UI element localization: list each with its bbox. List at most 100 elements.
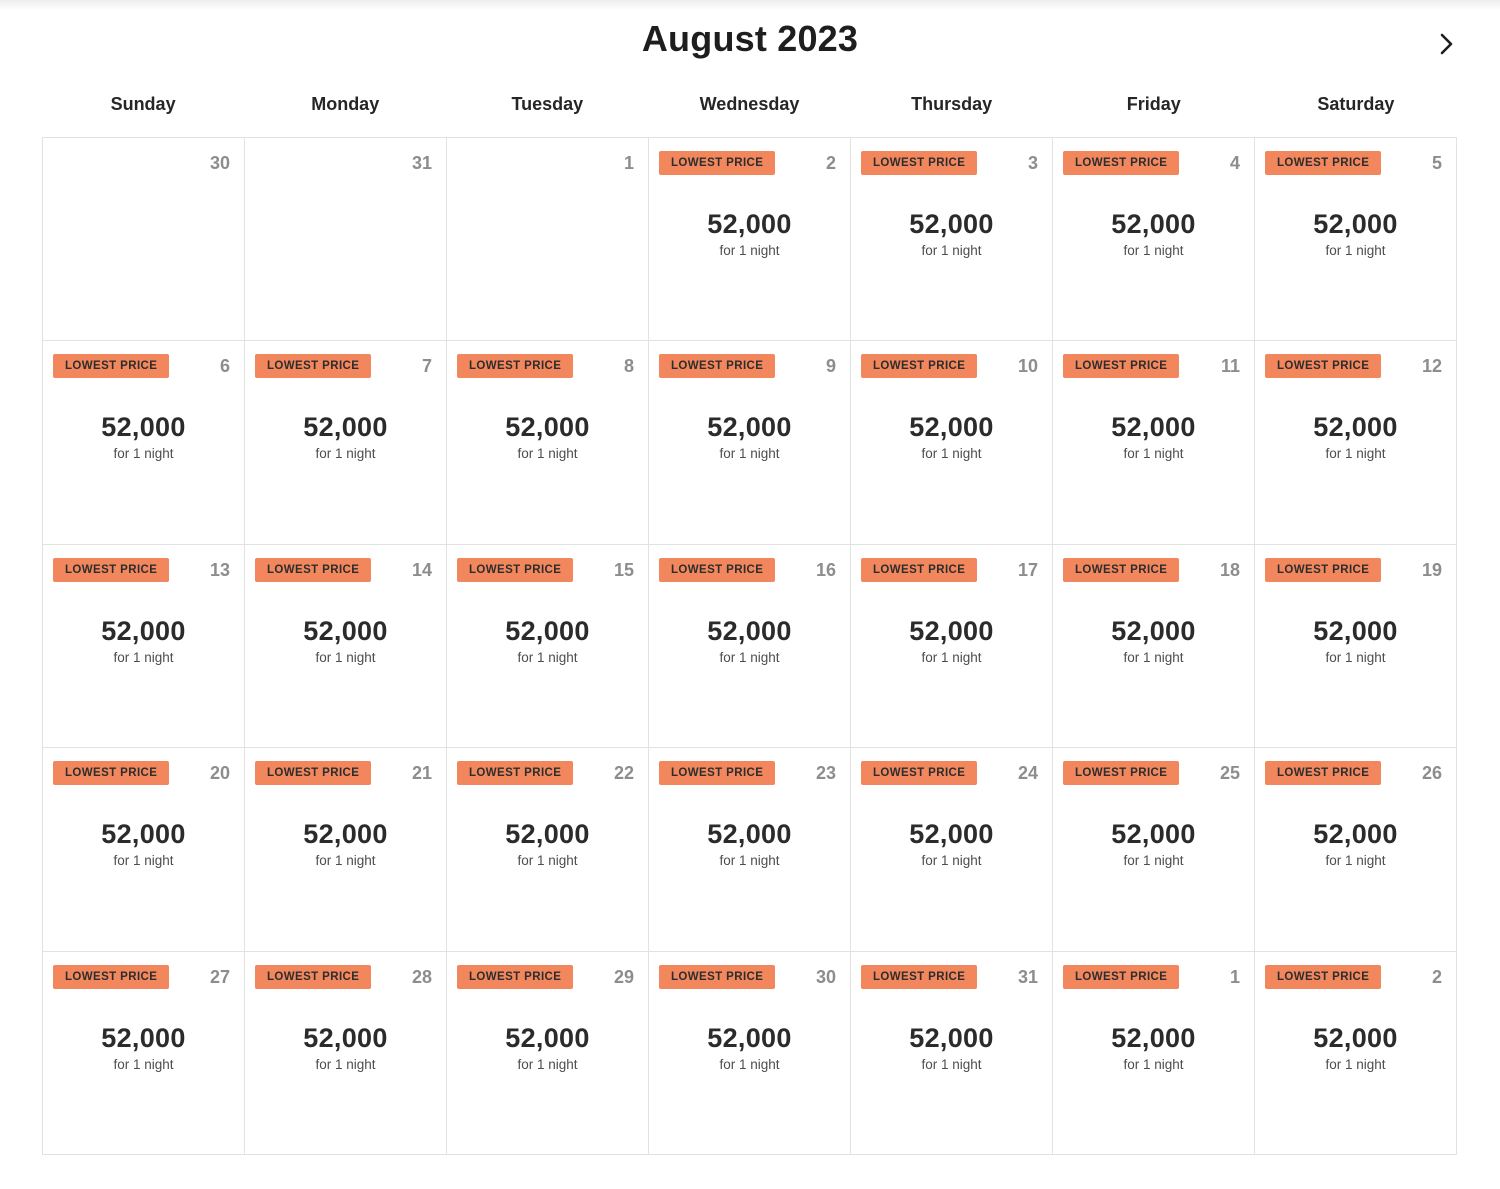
day-number: 30 bbox=[815, 966, 836, 987]
price-amount: 52,000 bbox=[909, 1022, 994, 1053]
cell-top-row: LOWEST PRICE 26 bbox=[1255, 748, 1456, 786]
calendar-day-cell[interactable]: LOWEST PRICE 27 52,000 for 1 night bbox=[43, 951, 245, 1155]
cell-top-row: LOWEST PRICE 7 bbox=[245, 341, 446, 379]
calendar-day-cell[interactable]: LOWEST PRICE 11 52,000 for 1 night bbox=[1053, 341, 1255, 545]
lowest-price-badge: LOWEST PRICE bbox=[53, 354, 170, 379]
day-number: 2 bbox=[1431, 966, 1442, 987]
calendar-day-cell[interactable]: LOWEST PRICE 22 52,000 for 1 night bbox=[447, 748, 649, 952]
price-amount: 52,000 bbox=[303, 819, 388, 850]
calendar-day-cell[interactable]: LOWEST PRICE 24 52,000 for 1 night bbox=[851, 748, 1053, 952]
price-block: 52,000 for 1 night bbox=[245, 819, 446, 868]
calendar-day-cell[interactable]: LOWEST PRICE 8 52,000 for 1 night bbox=[447, 341, 649, 545]
day-number: 20 bbox=[209, 763, 230, 784]
calendar-day-cell[interactable]: LOWEST PRICE 19 52,000 for 1 night bbox=[1255, 544, 1457, 749]
price-block: 52,000 for 1 night bbox=[851, 819, 1052, 868]
day-number: 29 bbox=[613, 966, 634, 987]
price-unit: for 1 night bbox=[315, 853, 376, 869]
price-unit: for 1 night bbox=[315, 446, 376, 462]
calendar-day-cell[interactable]: LOWEST PRICE 23 52,000 for 1 night bbox=[649, 748, 851, 952]
price-unit: for 1 night bbox=[113, 853, 174, 869]
price-block: 52,000 for 1 night bbox=[1255, 616, 1456, 665]
lowest-price-badge: LOWEST PRICE bbox=[1265, 151, 1382, 175]
calendar-day-cell[interactable]: LOWEST PRICE 20 52,000 for 1 night bbox=[43, 748, 245, 952]
calendar-day-cell[interactable]: LOWEST PRICE 30 52,000 for 1 night bbox=[649, 951, 851, 1155]
day-number: 16 bbox=[815, 559, 836, 580]
cell-top-row: LOWEST PRICE 12 bbox=[1255, 341, 1456, 379]
weekday-header-thursday: Thursday bbox=[911, 94, 993, 114]
calendar-day-cell[interactable]: LOWEST PRICE 7 52,000 for 1 night bbox=[245, 341, 447, 545]
calendar-day-cell[interactable]: LOWEST PRICE 2 52,000 for 1 night bbox=[1255, 951, 1457, 1155]
calendar-day-cell[interactable]: LOWEST PRICE 13 52,000 for 1 night bbox=[43, 544, 245, 749]
price-block: 52,000 for 1 night bbox=[447, 1023, 648, 1072]
price-unit: for 1 night bbox=[113, 649, 174, 665]
price-block: 52,000 for 1 night bbox=[1053, 209, 1254, 258]
cell-top-row: LOWEST PRICE 6 bbox=[43, 341, 244, 379]
day-number: 25 bbox=[1219, 763, 1240, 784]
calendar-day-cell[interactable]: LOWEST PRICE 28 52,000 for 1 night bbox=[245, 951, 447, 1155]
price-block: 52,000 for 1 night bbox=[447, 412, 648, 461]
price-unit: for 1 night bbox=[517, 649, 578, 665]
price-block: 52,000 for 1 night bbox=[851, 616, 1052, 665]
calendar-day-cell[interactable]: LOWEST PRICE 3 52,000 for 1 night bbox=[851, 138, 1053, 342]
calendar-day-cell[interactable]: LOWEST PRICE 25 52,000 for 1 night bbox=[1053, 748, 1255, 952]
calendar-day-cell[interactable]: LOWEST PRICE 9 52,000 for 1 night bbox=[649, 341, 851, 545]
cell-top-row: LOWEST PRICE 17 bbox=[851, 545, 1052, 583]
day-number: 23 bbox=[815, 763, 836, 784]
price-amount: 52,000 bbox=[303, 1022, 388, 1053]
cell-top-row: LOWEST PRICE 28 bbox=[245, 952, 446, 990]
weekday-header-wednesday: Wednesday bbox=[699, 94, 800, 114]
cell-top-row: LOWEST PRICE 16 bbox=[649, 545, 850, 583]
price-block: 52,000 for 1 night bbox=[851, 209, 1052, 258]
price-amount: 52,000 bbox=[1313, 819, 1398, 850]
calendar-day-cell[interactable]: LOWEST PRICE 5 52,000 for 1 night bbox=[1255, 138, 1457, 342]
next-month-button[interactable] bbox=[1426, 24, 1466, 64]
calendar-day-cell[interactable]: LOWEST PRICE 2 52,000 for 1 night bbox=[649, 138, 851, 342]
calendar-day-cell[interactable]: LOWEST PRICE 16 52,000 for 1 night bbox=[649, 544, 851, 749]
lowest-price-badge: LOWEST PRICE bbox=[1063, 964, 1180, 989]
calendar-header: August 2023 bbox=[0, 0, 1500, 90]
price-unit: for 1 night bbox=[1123, 853, 1184, 869]
calendar-day-cell[interactable]: LOWEST PRICE 14 52,000 for 1 night bbox=[245, 544, 447, 749]
price-amount: 52,000 bbox=[909, 412, 994, 443]
calendar-day-cell[interactable]: LOWEST PRICE 1 52,000 for 1 night bbox=[1053, 951, 1255, 1155]
day-number: 28 bbox=[411, 966, 432, 987]
price-block: 52,000 for 1 night bbox=[447, 819, 648, 868]
price-block: 52,000 for 1 night bbox=[851, 1023, 1052, 1072]
day-number: 1 bbox=[1229, 966, 1240, 987]
lowest-price-badge: LOWEST PRICE bbox=[457, 964, 574, 989]
price-block: 52,000 for 1 night bbox=[649, 1023, 850, 1072]
day-number: 21 bbox=[411, 763, 432, 784]
calendar-day-cell[interactable]: LOWEST PRICE 26 52,000 for 1 night bbox=[1255, 748, 1457, 952]
price-block: 52,000 for 1 night bbox=[851, 412, 1052, 461]
calendar-day-cell[interactable]: LOWEST PRICE 4 52,000 for 1 night bbox=[1053, 138, 1255, 342]
price-block: 52,000 for 1 night bbox=[649, 819, 850, 868]
day-number: 2 bbox=[825, 153, 836, 173]
price-amount: 52,000 bbox=[101, 1022, 186, 1053]
weekday-header-friday: Friday bbox=[1126, 94, 1181, 114]
price-unit: for 1 night bbox=[1123, 1056, 1184, 1072]
lowest-price-badge: LOWEST PRICE bbox=[255, 354, 372, 379]
calendar-day-cell[interactable]: LOWEST PRICE 18 52,000 for 1 night bbox=[1053, 544, 1255, 749]
price-block: 52,000 for 1 night bbox=[649, 412, 850, 461]
price-amount: 52,000 bbox=[1111, 1022, 1196, 1053]
price-block: 52,000 for 1 night bbox=[43, 819, 244, 868]
calendar-day-cell[interactable]: LOWEST PRICE 12 52,000 for 1 night bbox=[1255, 341, 1457, 545]
calendar-day-cell[interactable]: LOWEST PRICE 10 52,000 for 1 night bbox=[851, 341, 1053, 545]
day-number: 1 bbox=[623, 153, 634, 173]
calendar-day-cell[interactable]: LOWEST PRICE 29 52,000 for 1 night bbox=[447, 951, 649, 1155]
calendar-day-cell[interactable]: LOWEST PRICE 21 52,000 for 1 night bbox=[245, 748, 447, 952]
price-amount: 52,000 bbox=[707, 615, 792, 646]
calendar-day-cell[interactable]: LOWEST PRICE 31 52,000 for 1 night bbox=[851, 951, 1053, 1155]
price-block: 52,000 for 1 night bbox=[1053, 1023, 1254, 1072]
calendar-day-cell[interactable]: LOWEST PRICE 15 52,000 for 1 night bbox=[447, 544, 649, 749]
calendar-day-cell[interactable]: LOWEST PRICE 6 52,000 for 1 night bbox=[43, 341, 245, 545]
calendar-title: August 2023 bbox=[641, 18, 859, 59]
cell-top-row: 1 bbox=[447, 138, 648, 176]
price-block: 52,000 for 1 night bbox=[1255, 209, 1456, 258]
lowest-price-badge: LOWEST PRICE bbox=[1063, 354, 1180, 379]
day-number: 18 bbox=[1219, 559, 1240, 580]
price-block: 52,000 for 1 night bbox=[1053, 412, 1254, 461]
day-number: 27 bbox=[209, 966, 230, 987]
calendar-day-cell[interactable]: LOWEST PRICE 17 52,000 for 1 night bbox=[851, 544, 1053, 749]
cell-top-row: 31 bbox=[245, 138, 446, 176]
